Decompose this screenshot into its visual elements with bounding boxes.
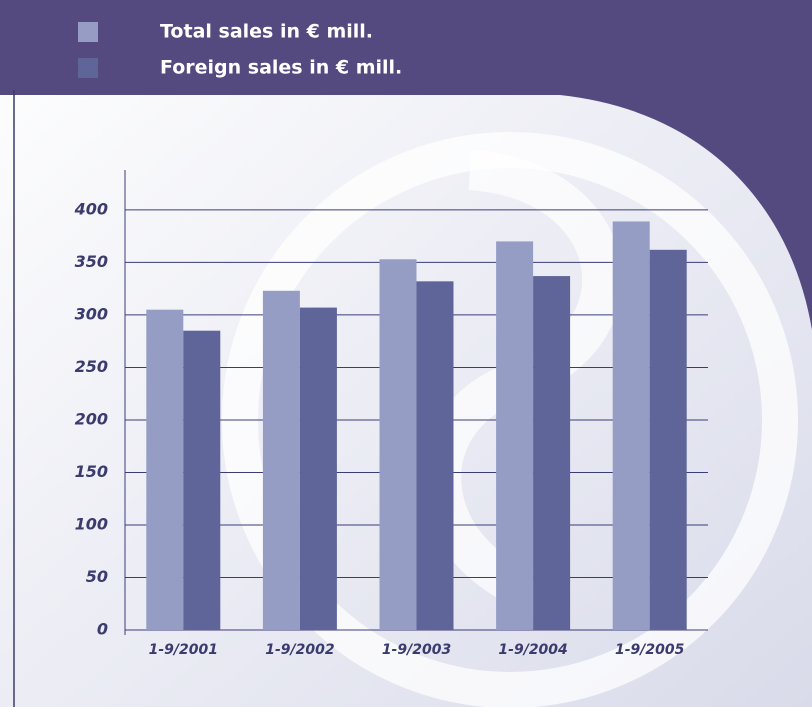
bar	[146, 309, 184, 630]
bar	[299, 307, 337, 630]
legend-label: Foreign sales in € mill.	[160, 57, 402, 79]
x-tick-label: 1-9/2004	[498, 642, 567, 658]
y-tick-label: 400	[74, 199, 108, 218]
legend-swatch	[78, 58, 98, 78]
x-tick-label: 1-9/2003	[382, 642, 451, 658]
bar	[379, 259, 417, 630]
legend-swatch	[78, 22, 98, 42]
header-band	[0, 0, 812, 330]
bar	[262, 290, 300, 630]
x-tick-label: 1-9/2005	[615, 642, 685, 658]
bar	[183, 330, 221, 630]
bar	[533, 276, 571, 630]
bar	[496, 241, 534, 630]
bar	[416, 281, 454, 630]
y-tick-label: 50	[86, 567, 108, 586]
y-tick-label: 250	[75, 357, 108, 376]
bar	[612, 221, 650, 630]
y-tick-label: 0	[97, 620, 108, 639]
bar	[649, 249, 687, 630]
y-tick-label: 150	[75, 462, 108, 481]
y-tick-label: 350	[75, 252, 108, 271]
y-tick-label: 100	[75, 514, 108, 533]
x-tick-label: 1-9/2001	[149, 642, 218, 658]
x-tick-label: 1-9/2002	[265, 642, 334, 658]
legend-label: Total sales in € mill.	[160, 21, 373, 43]
y-tick-label: 200	[75, 409, 108, 428]
y-tick-label: 300	[75, 304, 108, 323]
